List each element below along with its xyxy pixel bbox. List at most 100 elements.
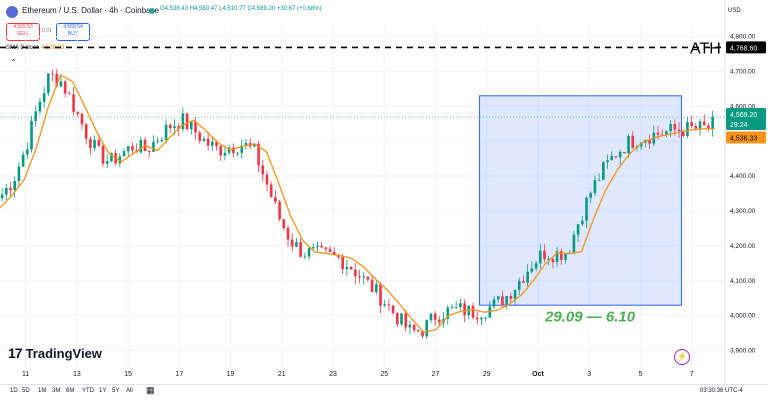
ohlc-close: C4,569.20 [247, 6, 276, 12]
candle-body [593, 180, 597, 194]
x-tick-label: 21 [278, 371, 286, 378]
last-price-tag: 4,569.20 [730, 112, 757, 119]
range-button-1m[interactable]: 1M [38, 388, 47, 394]
candle-body [492, 299, 496, 307]
candle-body [480, 317, 483, 320]
range-button-5y[interactable]: 5Y [112, 388, 120, 394]
range-button-5d[interactable]: 5D [22, 388, 30, 394]
candle-body [278, 201, 281, 220]
candle-body [677, 129, 681, 132]
candle-body [698, 121, 702, 129]
sma-price-tag: 4,536.33 [730, 135, 757, 142]
buy-button[interactable]: 4,569.54 BUY [56, 23, 90, 41]
date-range-annotation: 29.09 — 6.10 [544, 309, 636, 326]
candle-body [299, 241, 302, 257]
candle-body [311, 247, 315, 249]
sell-label: SELL [16, 31, 30, 37]
candle-body [122, 151, 126, 157]
sma-price-tag-bg [726, 131, 766, 144]
candle-body [194, 121, 197, 133]
candle-body [240, 145, 244, 153]
calendar-icon[interactable]: ▦ [146, 385, 155, 395]
candle-body [572, 234, 576, 253]
candle-body [686, 122, 689, 136]
candle-body [564, 253, 567, 260]
candle-body [425, 320, 429, 337]
candle-body [156, 141, 159, 142]
candle-body [68, 93, 71, 95]
sma-9-line [0, 73, 715, 334]
candle-body [669, 123, 672, 132]
sell-button[interactable]: 4,569.53 SELL [6, 23, 40, 41]
price-chart[interactable]: 3,900.00 4,000.00 4,100.00 4,200.00 4,300.00… [0, 0, 768, 384]
candle-body [400, 313, 403, 325]
x-tick-label: 13 [73, 371, 81, 378]
timezone-clock[interactable]: 03:30:36 UTC-4 [700, 388, 743, 394]
candle-body [274, 197, 277, 202]
collapse-legend-icon[interactable]: ⌃ [10, 58, 17, 67]
candle-body [602, 162, 605, 180]
candle-body [17, 166, 21, 182]
range-button-1d[interactable]: 1D [10, 388, 18, 394]
candle-body [59, 81, 63, 87]
x-tick-label: Oct [532, 371, 544, 378]
candle-body [559, 251, 563, 260]
candle-body [454, 307, 458, 308]
candle-body [555, 251, 559, 263]
sell-price: 4,569.53 [13, 24, 33, 30]
candle-body [316, 245, 319, 248]
range-button-all[interactable]: All [126, 388, 133, 394]
candle-body [463, 303, 466, 316]
flash-icon[interactable]: ⚡ [674, 349, 690, 365]
candle-body [160, 139, 164, 142]
currency-selector[interactable]: USD [728, 8, 741, 14]
candle-body [38, 101, 42, 112]
candle-body [417, 330, 420, 332]
candle-body [13, 181, 17, 191]
candle-body [534, 263, 538, 269]
candle-body [438, 319, 441, 323]
candle-body [433, 313, 437, 320]
candle-body [244, 143, 248, 146]
ath-price-tag: 4,768.60 [730, 45, 757, 52]
candle-body [707, 125, 710, 130]
candle-body [47, 73, 50, 94]
candle-body [366, 276, 370, 280]
last-price-tag: 29:24 [730, 122, 748, 129]
candle-body [673, 123, 677, 130]
symbol-title[interactable]: Ethereum / U.S. Dollar · 4h · Coinbase [22, 6, 159, 15]
candle-body [665, 131, 668, 135]
candle-body [513, 289, 517, 299]
candle-body [118, 156, 122, 164]
ohlc-readout: O4,538.43 H4,580.47 L4,510.77 C4,569.20 … [160, 6, 322, 12]
x-tick-label: 19 [227, 371, 235, 378]
range-button-6m[interactable]: 6M [66, 388, 75, 394]
candle-body [627, 135, 630, 154]
candle-body [290, 239, 294, 247]
candle-body [139, 139, 143, 153]
candle-body [51, 73, 54, 75]
ethereum-icon [6, 6, 18, 18]
candle-body [269, 184, 273, 198]
candle-body [185, 113, 189, 130]
candle-body [585, 197, 588, 221]
candle-body [84, 124, 88, 139]
candle-body [63, 81, 67, 94]
range-button-1y[interactable]: 1Y [99, 388, 107, 394]
candle-body [34, 111, 38, 121]
candle-body [471, 305, 475, 318]
candle-body [589, 193, 593, 198]
candle-body [261, 165, 265, 175]
y-tick-label: 4,100.00 [730, 278, 756, 285]
range-button-ytd[interactable]: YTD [82, 388, 94, 394]
range-button-3m[interactable]: 3M [52, 388, 61, 394]
candle-body [80, 113, 84, 125]
tradingview-logo-text: TradingView [25, 346, 102, 361]
candle-body [387, 304, 391, 306]
candle-body [526, 271, 529, 283]
candle-body [396, 313, 399, 325]
candle-body [446, 307, 450, 319]
candle-body [353, 269, 357, 277]
candle-body [711, 117, 714, 130]
candle-body [181, 113, 185, 130]
